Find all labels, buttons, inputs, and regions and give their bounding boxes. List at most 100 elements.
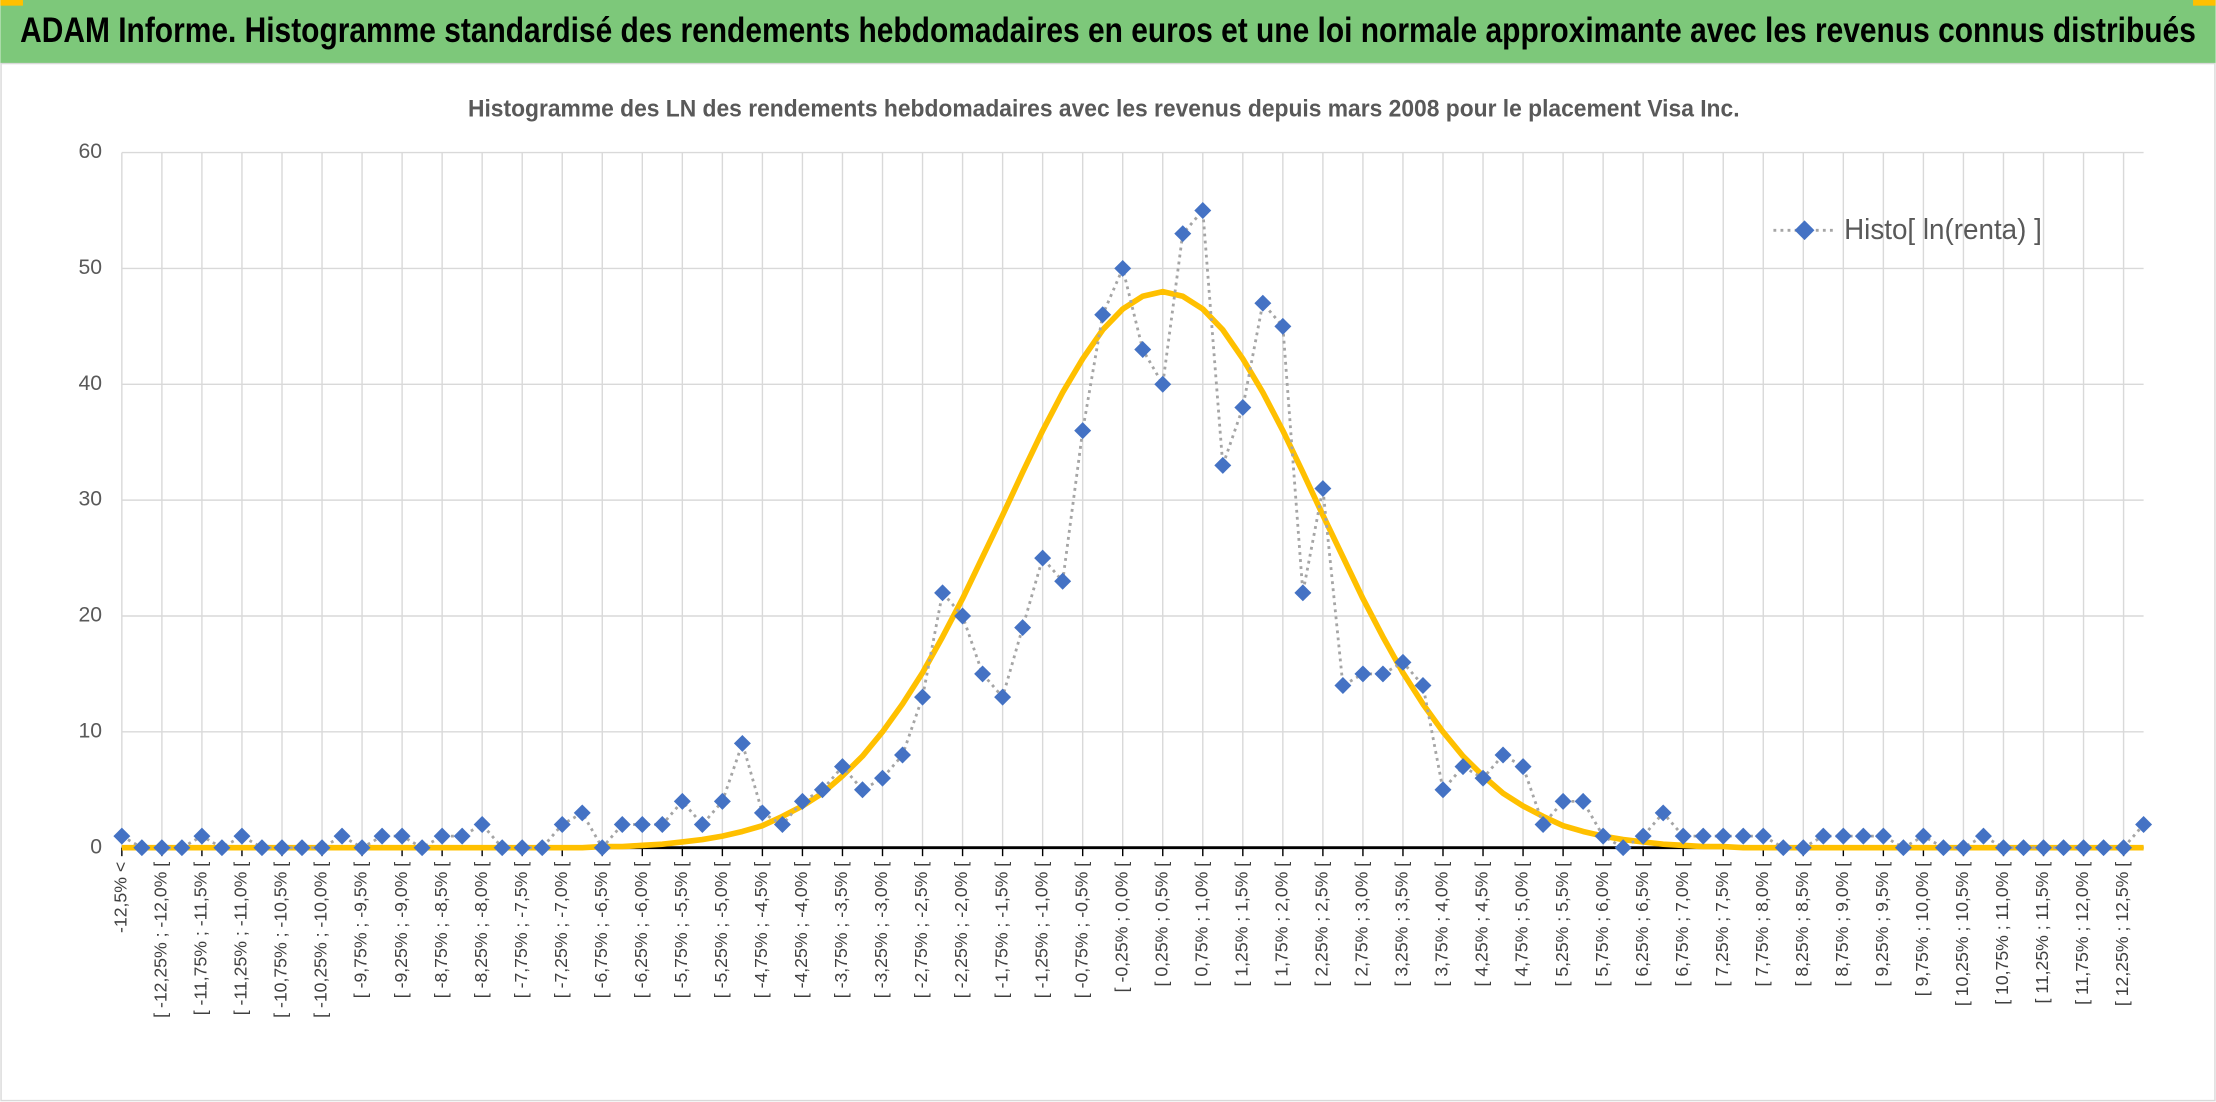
corner <box>0 0 23 6</box>
data-point <box>1314 480 1332 498</box>
data-point <box>2035 839 2052 857</box>
data-point <box>313 839 331 857</box>
x-tick-label: [ -11,25% ; -11,0% [ <box>231 862 251 1016</box>
data-point <box>1774 839 1792 857</box>
legend-marker <box>1794 220 1815 241</box>
legend-label: Histo[ ln(renta) ] <box>1844 213 2042 245</box>
data-point <box>1694 827 1712 845</box>
data-point <box>2115 839 2133 857</box>
x-tick-label: [ 4,75% ; 5,0% [ <box>1512 862 1532 987</box>
data-point <box>874 769 891 787</box>
y-tick-label: 60 <box>78 140 102 163</box>
data-point <box>813 781 831 799</box>
x-tick-label: [ -9,75% ; -9,5% [ <box>351 862 371 998</box>
data-point <box>1614 839 1632 857</box>
x-tick-label: [ 3,25% ; 3,5% [ <box>1392 862 1412 987</box>
data-point <box>2055 839 2073 857</box>
data-point <box>473 816 491 833</box>
data-point <box>894 746 912 764</box>
x-tick-label: [ -2,25% ; -2,0% [ <box>951 862 971 998</box>
data-point <box>1114 259 1132 277</box>
x-tick-label: [ 6,75% ; 7,0% [ <box>1672 862 1692 987</box>
x-tick-label: [ -6,25% ; -6,0% [ <box>631 862 651 998</box>
y-tick-label: 20 <box>78 604 102 627</box>
data-point <box>1014 619 1032 637</box>
data-point <box>713 792 731 810</box>
data-point <box>793 792 811 810</box>
data-point <box>1934 839 1952 857</box>
data-point <box>453 827 471 845</box>
x-tick-label: [ 9,25% ; 9,5% [ <box>1872 862 1892 987</box>
y-tick-label: 40 <box>78 372 102 395</box>
data-point <box>553 816 571 833</box>
data-point <box>273 839 291 857</box>
data-point <box>1894 839 1912 857</box>
x-tick-label: [ 6,25% ; 6,5% [ <box>1632 862 1652 987</box>
chart-title: Histogramme des LN des rendements hebdom… <box>468 96 1740 123</box>
data-point <box>573 804 591 822</box>
x-tick-label: [ -4,75% ; -4,5% [ <box>751 862 771 998</box>
x-tick-label: [ 1,25% ; 1,5% [ <box>1231 862 1251 987</box>
data-point <box>1914 827 1932 845</box>
data-point <box>773 816 791 833</box>
x-tick-label: [ 10,25% ; 10,5% [ <box>1952 862 1972 1006</box>
data-point <box>2135 816 2153 833</box>
x-tick-label: [ 11,25% ; 11,5% [ <box>2032 862 2052 1004</box>
data-point <box>1554 792 1572 810</box>
data-point <box>193 827 211 845</box>
x-tick-label: [ 2,25% ; 2,5% [ <box>1312 862 1332 987</box>
data-point <box>253 839 271 857</box>
x-tick-label: [ -3,25% ; -3,0% [ <box>871 862 891 998</box>
x-tick-label: [ -1,75% ; -1,5% [ <box>991 862 1011 998</box>
x-tick-label: [ 3,75% ; 4,0% [ <box>1432 862 1452 987</box>
y-tick-label: 0 <box>90 835 102 858</box>
x-tick-label: [ -5,75% ; -5,5% [ <box>671 862 691 998</box>
x-tick-label: [ 5,75% ; 6,0% [ <box>1592 862 1612 987</box>
data-point <box>1754 827 1772 845</box>
data-point <box>173 839 191 857</box>
data-point <box>914 688 932 706</box>
data-point <box>613 816 631 833</box>
data-point <box>1534 816 1552 833</box>
y-tick-label: 30 <box>78 488 102 511</box>
x-tick-label: [ 7,75% ; 8,0% [ <box>1752 862 1772 987</box>
data-point <box>1834 827 1852 845</box>
data-point <box>1434 781 1452 799</box>
x-tick-label: [ -3,75% ; -3,5% [ <box>831 862 851 998</box>
data-point <box>1134 341 1152 359</box>
x-tick-label: [ -9,25% ; -9,0% [ <box>391 862 411 998</box>
data-point <box>393 827 411 845</box>
data-point <box>1994 839 2012 857</box>
x-tick-label: [ -10,75% ; -10,5% [ <box>271 862 291 1018</box>
data-point <box>213 839 231 857</box>
x-tick-label: [ 0,75% ; 1,0% [ <box>1191 862 1211 987</box>
data-point <box>1974 827 1992 845</box>
x-tick-label: [ -8,25% ; -8,0% [ <box>471 862 491 998</box>
data-point <box>994 688 1012 706</box>
x-tick-label: [ -10,25% ; -10,0% [ <box>311 862 331 1018</box>
data-point <box>1334 677 1352 694</box>
data-point <box>854 781 871 799</box>
data-point <box>693 816 711 833</box>
data-point <box>1474 769 1492 787</box>
data-point <box>373 827 391 845</box>
x-tick-label: [ 0,25% ; 0,5% [ <box>1151 862 1171 987</box>
x-tick-label: [ 7,25% ; 7,5% [ <box>1712 862 1732 987</box>
data-point <box>593 839 611 857</box>
x-tick-label: [ 9,75% ; 10,0% [ <box>1912 862 1932 997</box>
data-point <box>954 607 972 625</box>
x-tick-label: [ -1,25% ; -1,0% [ <box>1031 862 1051 998</box>
data-point <box>1214 456 1232 474</box>
x-tick-label: [ -11,75% ; -11,5% [ <box>191 862 211 1016</box>
data-point <box>1674 827 1692 845</box>
x-tick-label: [ -6,75% ; -6,5% [ <box>591 862 611 998</box>
x-tick-label: [ -7,25% ; -7,0% [ <box>551 862 571 998</box>
data-point <box>1234 398 1252 416</box>
x-tick-label: [ -4,25% ; -4,0% [ <box>791 862 811 998</box>
data-point <box>233 827 251 845</box>
x-tick-label: [ 8,25% ; 8,5% [ <box>1792 862 1812 987</box>
data-point <box>1354 665 1372 683</box>
